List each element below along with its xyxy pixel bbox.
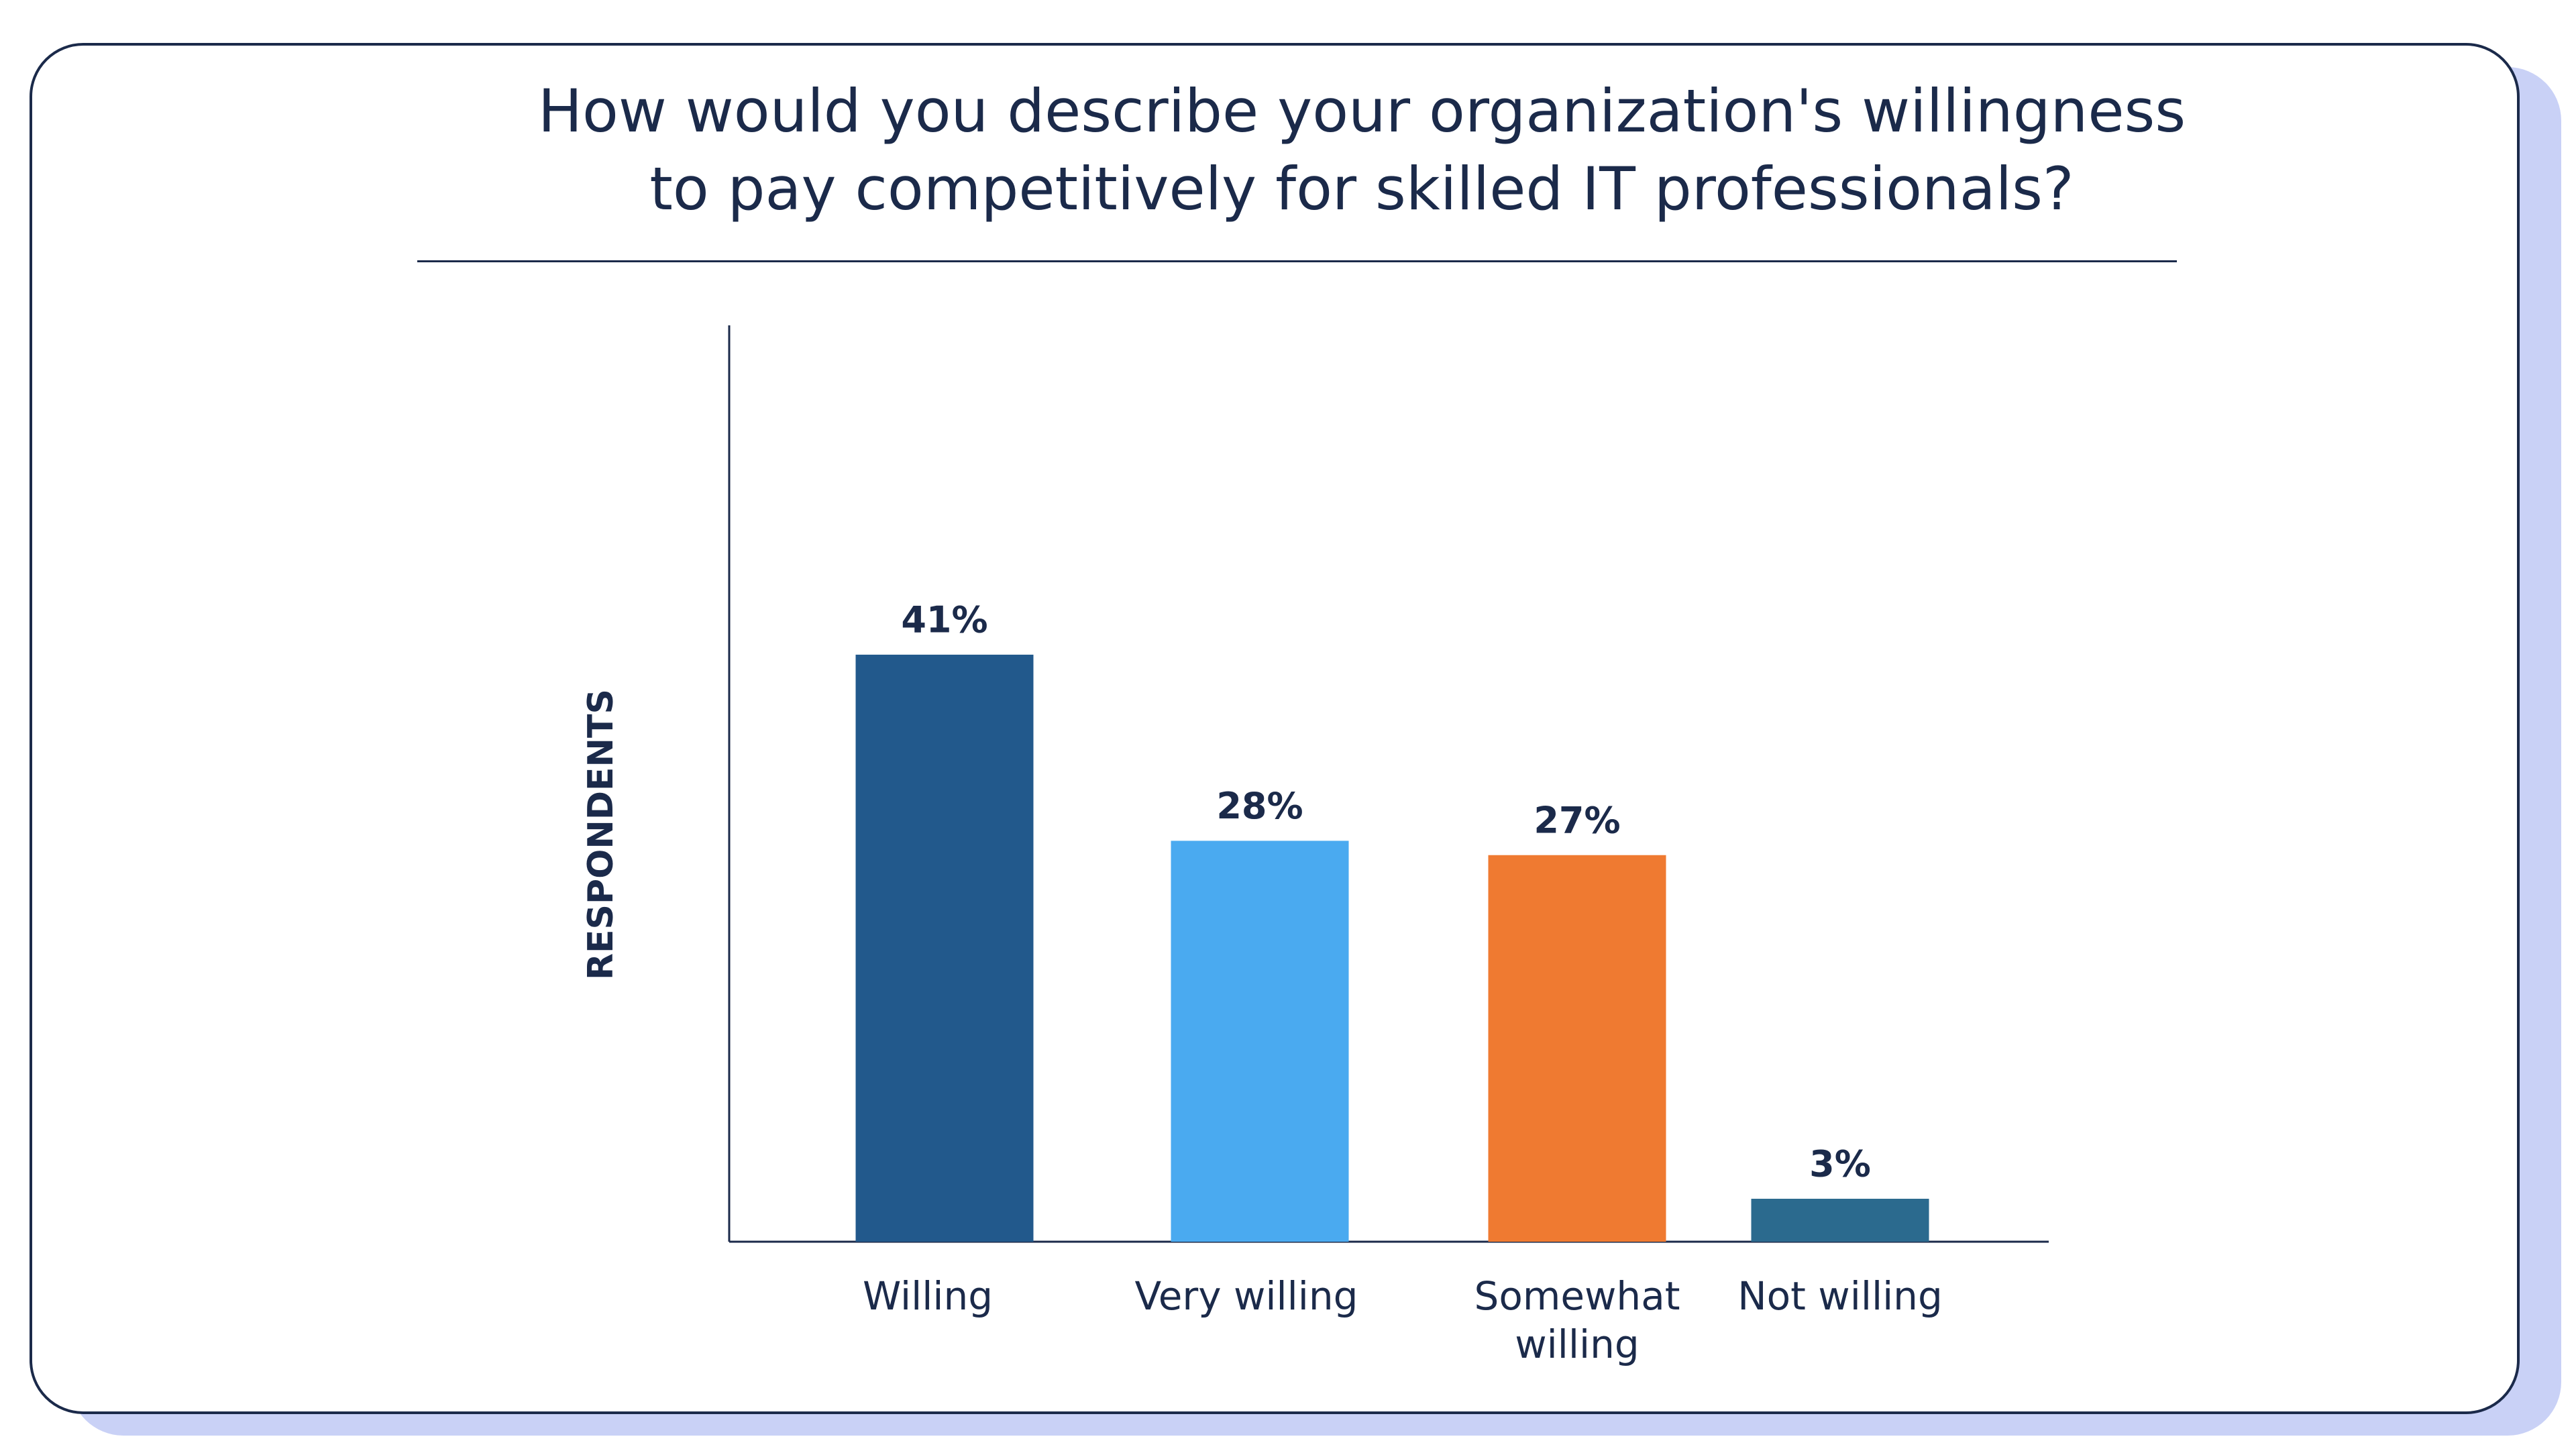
- x-tick-label: Willing: [862, 1273, 994, 1319]
- bar: [1751, 1198, 1929, 1242]
- value-label: 28%: [1216, 785, 1303, 827]
- bar: [855, 654, 1034, 1242]
- value-label: 27%: [1534, 799, 1620, 841]
- bar: [1171, 841, 1349, 1242]
- y-axis-label: RESPONDENTS: [581, 689, 621, 980]
- value-label: 3%: [1809, 1143, 1871, 1185]
- value-label: 41%: [901, 599, 987, 641]
- x-tick-label: Very willing: [1134, 1273, 1358, 1319]
- x-tick-label: Not willing: [1737, 1273, 1943, 1319]
- title-rule: [417, 260, 2177, 262]
- x-tick-label: Somewhat willing: [1474, 1273, 1680, 1367]
- bar: [1488, 855, 1666, 1242]
- chart-title: How would you describe your organization…: [537, 76, 2186, 223]
